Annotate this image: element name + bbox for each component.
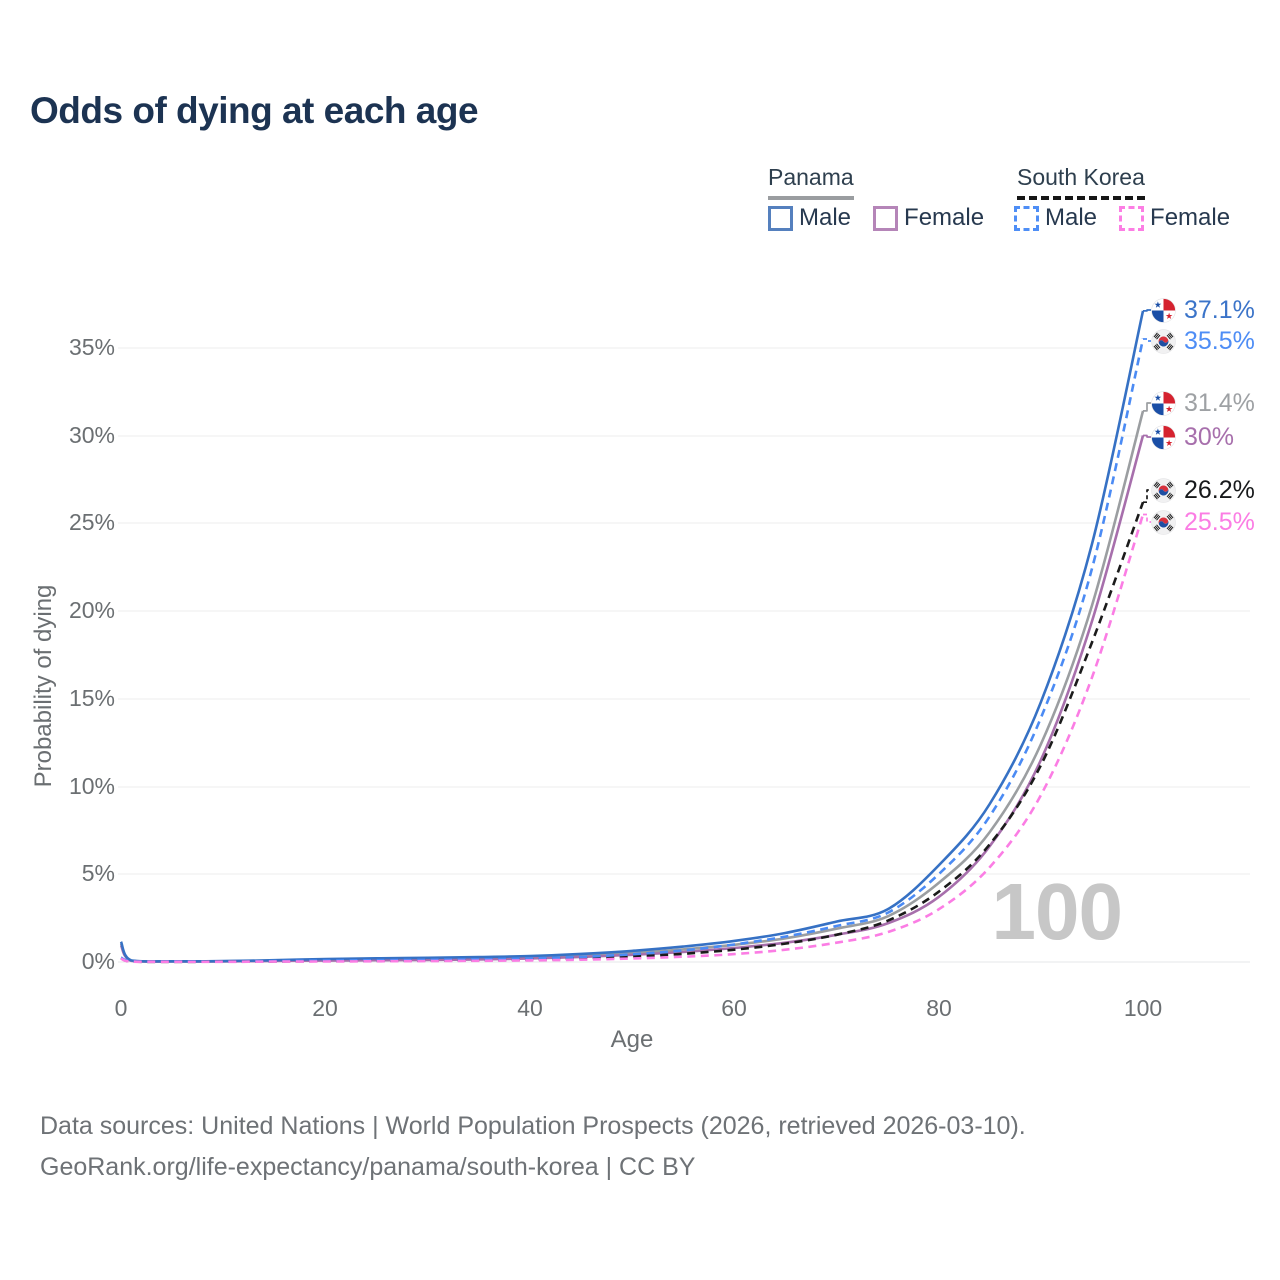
legend-country-south-korea[interactable]: South Korea — [1017, 164, 1145, 200]
end-label-south-korea-both: 26.2% — [1150, 474, 1255, 506]
end-label-south-korea-female: 25.5% — [1150, 506, 1255, 538]
footer: Data sources: United Nations | World Pop… — [40, 1106, 1026, 1188]
page-title: Odds of dying at each age — [30, 90, 479, 131]
end-value: 26.2% — [1184, 475, 1255, 504]
legend-country-panama[interactable]: Panama — [768, 164, 854, 200]
y-tick-5: 5% — [81, 860, 115, 886]
panama-flag-icon — [1150, 297, 1177, 324]
end-value: 31.4% — [1184, 388, 1255, 417]
legend-label-panama-male[interactable]: Male — [799, 204, 852, 231]
end-label-panama-both: 31.4% — [1150, 387, 1255, 419]
x-tick-40: 40 — [517, 995, 543, 1021]
south-korea-flag-icon — [1150, 328, 1177, 355]
x-tick-0: 0 — [114, 995, 128, 1021]
series-line-south-korea-both-sexes — [120, 501, 1145, 964]
y-tick-30: 30% — [68, 422, 115, 448]
y-tick-35: 35% — [68, 334, 115, 360]
series-line-panama-male — [119, 310, 1145, 963]
legend-label-south-korea-female[interactable]: Female — [1150, 204, 1231, 231]
panama-flag-icon — [1150, 390, 1177, 417]
y-axis-title: Probability of dying — [30, 584, 57, 788]
south-korea-flag-icon — [1150, 509, 1177, 536]
x-tick-80: 80 — [926, 995, 952, 1021]
x-tick-100: 100 — [1123, 995, 1163, 1021]
y-tick-15: 15% — [68, 685, 115, 711]
series-line-panama-female — [119, 435, 1145, 963]
x-axis-title: Age — [610, 1026, 654, 1053]
series-line-south-korea-female — [120, 514, 1145, 964]
end-value: 35.5% — [1184, 326, 1255, 355]
end-label-panama-male: 37.1% — [1150, 294, 1255, 326]
end-value: 25.5% — [1184, 507, 1255, 536]
end-label-south-korea-male: 35.5% — [1150, 325, 1255, 357]
legend-swatch-panama-male[interactable] — [768, 205, 793, 231]
y-tick-10: 10% — [68, 773, 115, 799]
series-line-panama-both-sexes — [119, 410, 1145, 963]
legend-label-panama-female[interactable]: Female — [904, 204, 985, 231]
legend-row-panama: Male Female — [768, 204, 1006, 231]
legend-swatch-south-korea-female[interactable] — [1119, 205, 1145, 231]
end-label-panama-female: 30% — [1150, 421, 1234, 453]
y-tick-0: 0% — [81, 948, 115, 974]
series-line-south-korea-male — [120, 338, 1145, 964]
footer-data-sources: Data sources: United Nations | World Pop… — [40, 1112, 1026, 1140]
end-value: 37.1% — [1184, 295, 1255, 324]
x-tick-60: 60 — [721, 995, 747, 1021]
footer-attribution: GeoRank.org/life-expectancy/panama/south… — [40, 1153, 696, 1181]
legend-row-south-korea: Male Female — [1014, 204, 1252, 231]
age-marker-watermark: 100 — [991, 867, 1123, 956]
y-tick-20: 20% — [68, 597, 115, 623]
end-value: 30% — [1184, 422, 1235, 451]
panama-flag-icon — [1150, 424, 1177, 451]
south-korea-flag-icon — [1150, 477, 1177, 504]
legend-label-south-korea-male[interactable]: Male — [1045, 204, 1098, 231]
x-tick-20: 20 — [312, 995, 338, 1021]
legend-swatch-panama-female[interactable] — [873, 205, 899, 231]
y-tick-25: 25% — [68, 509, 115, 535]
legend-swatch-south-korea-male[interactable] — [1014, 205, 1039, 231]
